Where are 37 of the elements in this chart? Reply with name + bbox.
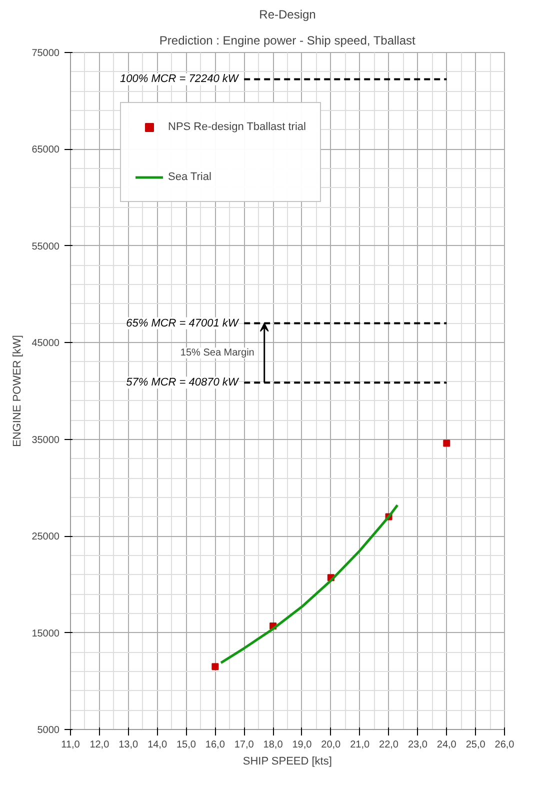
x-tick-label: 16,0 bbox=[205, 740, 226, 750]
y-tick-label: 55000 bbox=[32, 241, 60, 252]
chart-subtitle: Prediction : Engine power - Ship speed, Tballast bbox=[159, 34, 416, 48]
x-tick-label: 22,0 bbox=[379, 740, 399, 750]
x-tick-label: 21,0 bbox=[350, 740, 370, 750]
x-tick-label: 24,0 bbox=[436, 740, 457, 750]
series-label: 65% MCR = 47001 kW bbox=[126, 317, 240, 330]
x-tick-label: 19,0 bbox=[292, 740, 312, 750]
y-tick-label: 75000 bbox=[32, 48, 60, 59]
y-tick-label: 15000 bbox=[32, 628, 60, 640]
y-tick-label: 65000 bbox=[32, 144, 60, 156]
x-tick-label: 15,0 bbox=[176, 740, 196, 750]
x-tick-label: 25,0 bbox=[466, 740, 486, 750]
x-tick-label: 12,0 bbox=[90, 740, 110, 750]
y-tick-label: 25000 bbox=[32, 532, 60, 543]
legend-label: Sea Trial bbox=[168, 171, 212, 183]
x-axis-title: SHIP SPEED [kts] bbox=[242, 756, 332, 768]
y-tick-label: 5000 bbox=[37, 725, 60, 736]
y-tick-label: 45000 bbox=[32, 338, 60, 350]
x-tick-label: 11,0 bbox=[61, 740, 80, 750]
x-tick-label: 20,0 bbox=[321, 740, 342, 750]
y-tick-label: 35000 bbox=[32, 434, 60, 446]
x-tick-label: 23,0 bbox=[408, 740, 428, 750]
point bbox=[443, 440, 450, 447]
line-series bbox=[220, 504, 399, 664]
annotation: 15% Sea Margin bbox=[180, 347, 254, 358]
point bbox=[212, 663, 219, 670]
x-tick-label: 18,0 bbox=[263, 740, 284, 750]
chart-title: Re-Design bbox=[259, 8, 316, 22]
series-label: 57% MCR = 40870 kW bbox=[126, 376, 240, 389]
y-axis-title: ENGINE POWER [kW] bbox=[12, 335, 24, 447]
series-label: 100% MCR = 72240 kW bbox=[120, 73, 240, 86]
x-tick-label: 26,0 bbox=[494, 740, 515, 750]
x-tick-label: 13,0 bbox=[118, 740, 139, 750]
x-tick-label: 17,0 bbox=[234, 740, 254, 750]
x-tick-label: 14,0 bbox=[148, 740, 168, 750]
legend-label: NPS Re-design Tballast trial bbox=[168, 121, 306, 133]
